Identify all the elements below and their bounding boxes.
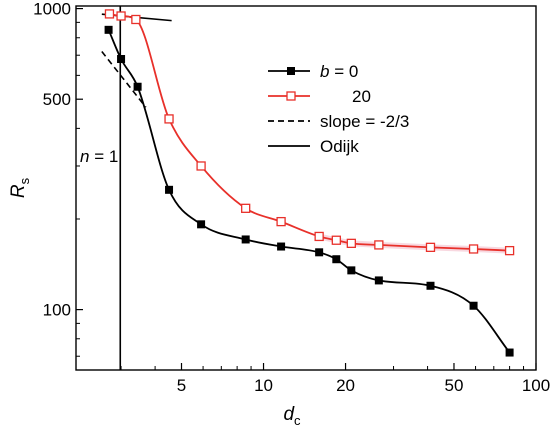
legend-label-1: b = 0	[320, 62, 358, 81]
x-tick-label-5: 100	[522, 376, 550, 395]
x-tick-label-4: 50	[445, 376, 464, 395]
series-1-point-4	[164, 114, 174, 124]
series-1-point-9	[331, 235, 341, 245]
legend-marker-2	[286, 91, 296, 101]
legend: b = 0 20 slope = -2/3 Odijk	[268, 62, 409, 156]
series-1-point-11	[374, 240, 384, 250]
series-1-point-1	[104, 9, 115, 19]
x-axis-label: dc	[283, 404, 301, 428]
series-2-point-13	[469, 301, 478, 310]
series-1-point-6	[241, 203, 251, 213]
series-2-point-3	[133, 82, 142, 91]
series-line-2	[107, 29, 511, 354]
series-2-point-6	[241, 235, 250, 244]
series-2-point-14	[505, 348, 514, 357]
series-1-point-2	[116, 11, 126, 21]
series-1-point-7	[276, 216, 286, 227]
x-tick-label-2: 10	[254, 376, 273, 395]
series-1-point-13	[468, 244, 479, 254]
series-1-point-12	[425, 242, 436, 252]
series-2-point-11	[374, 276, 383, 285]
x-tick-label-3: 20	[336, 376, 355, 395]
series-markers	[104, 9, 515, 357]
y-tick-label-3: 1000	[33, 0, 71, 19]
y-tick-label-2: 500	[43, 90, 71, 109]
series-2-point-7	[277, 242, 286, 251]
series-1-point-3	[131, 14, 141, 25]
series-2-point-1	[104, 25, 113, 34]
series-2-point-2	[117, 55, 126, 64]
axis-ticks: 5 10 20 50 100 100 500 1000	[33, 0, 550, 395]
legend-marker-1	[287, 67, 295, 75]
y-tick-label-1: 100	[43, 301, 71, 320]
series-2-point-10	[347, 266, 356, 275]
series-1-point-14	[504, 245, 515, 256]
legend-label-3: slope = -2/3	[320, 112, 409, 131]
n-equals-one-annotation: n = 1	[80, 147, 118, 166]
series-1-point-10	[346, 238, 356, 248]
series-2-point-8	[315, 248, 324, 257]
y-axis-label: Rs	[8, 177, 32, 198]
series-2-point-9	[332, 255, 341, 264]
series-2-point-12	[426, 281, 435, 290]
series-1-point-5	[196, 161, 206, 171]
x-tick-label-1: 5	[177, 376, 186, 395]
plot-frame	[75, 5, 537, 371]
series-1-point-8	[314, 231, 324, 242]
reference-line-1	[101, 51, 147, 108]
legend-label-4: Odijk	[320, 137, 359, 156]
series-2-point-5	[197, 220, 206, 229]
series-2-point-4	[165, 185, 174, 194]
legend-label-2: 20	[352, 87, 371, 106]
